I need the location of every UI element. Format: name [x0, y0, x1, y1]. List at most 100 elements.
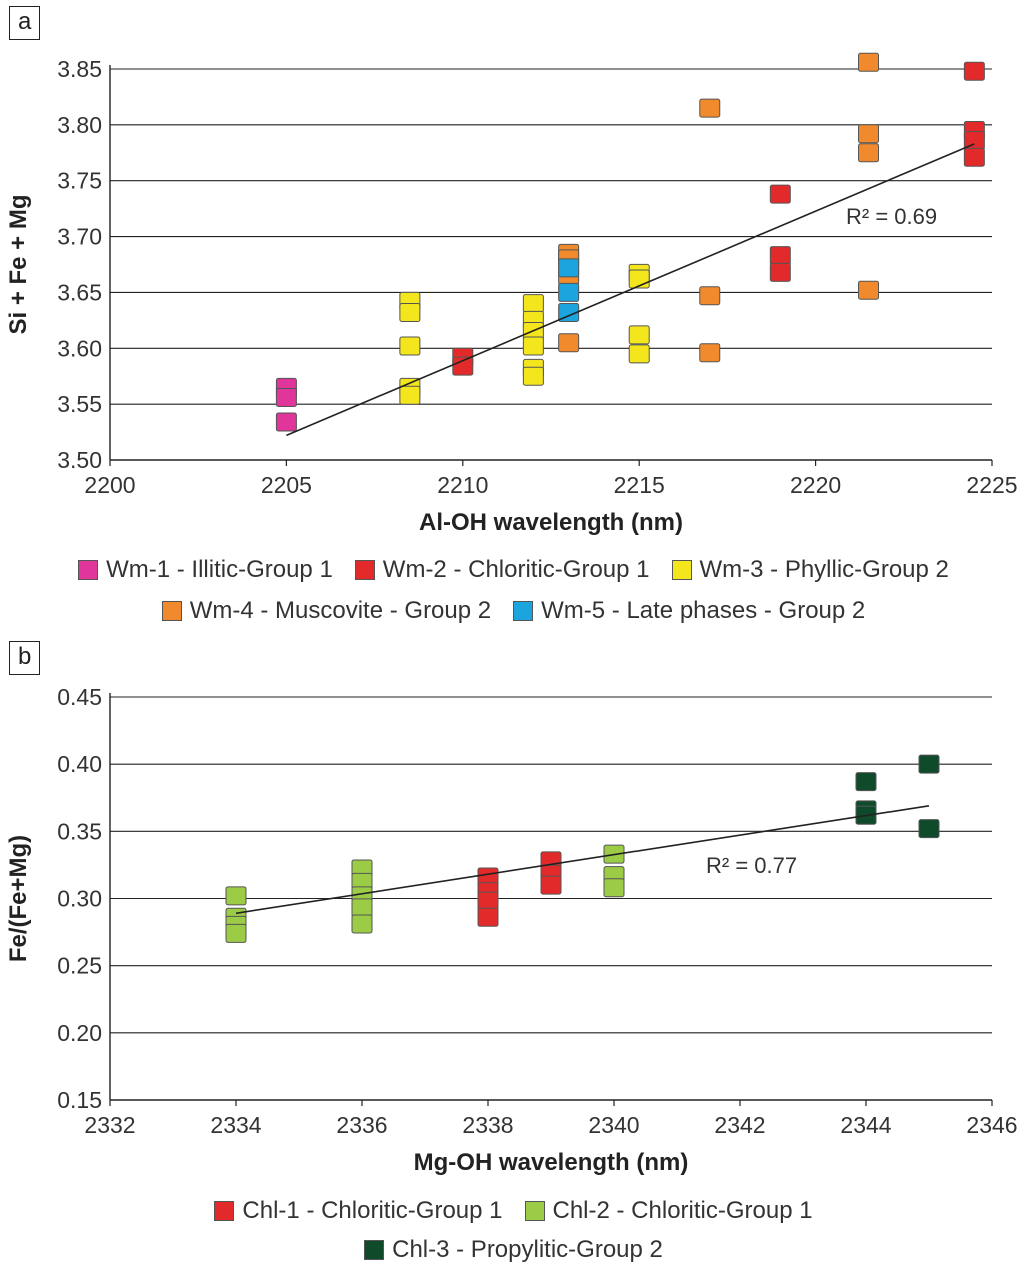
legend-b-row-1: Chl-1 - Chloritic-Group 1 Chl-2 - Chlori… — [0, 1197, 1027, 1225]
point-wm-3-14 — [628, 344, 650, 364]
x-tick-label-5: 2342 — [714, 1112, 765, 1138]
point-wm-2-4 — [769, 262, 791, 282]
point-wm-1-2 — [275, 412, 297, 432]
legend-label-chl1: Chl-1 - Chloritic-Group 1 — [242, 1197, 503, 1224]
x-tick-label-0: 2200 — [84, 472, 135, 498]
y-tick-label-5: 0.40 — [57, 751, 102, 777]
legend-b-item-1: Chl-2 - Chloritic-Group 1 — [524, 1197, 813, 1225]
legend-a-row-2: Wm-4 - Muscovite - Group 2 Wm-5 - Late p… — [0, 597, 1027, 625]
legend-a-item-0: Wm-1 - Illitic-Group 1 — [78, 556, 333, 584]
x-axis-title: Mg-OH wavelength (nm) — [414, 1149, 689, 1176]
point-wm-3-2 — [399, 336, 421, 356]
chart-a: 3.50 3.55 3.60 3.65 3.70 3.75 3.80 3.85 2200 2205… — [5, 52, 1018, 536]
y-tick-label-5: 3.75 — [57, 168, 102, 194]
point-wm-2-8 — [963, 147, 985, 167]
legend-swatch-wm1 — [78, 560, 99, 580]
point-wm-4-10 — [858, 280, 880, 300]
x-tick-label-5: 2225 — [966, 472, 1017, 498]
point-chl-2-11 — [603, 878, 625, 898]
legend-a-row-1: Wm-1 - Illitic-Group 1 Wm-2 - Chloritic-… — [0, 556, 1027, 584]
x-tick-label-6: 2344 — [840, 1112, 891, 1138]
legend-swatch-wm5 — [513, 601, 534, 621]
point-wm-4-9 — [858, 143, 880, 163]
y-axis-title: Si + Fe + Mg — [5, 194, 32, 334]
point-wm-4-6 — [699, 343, 721, 363]
trendline — [235, 805, 930, 915]
legend-label-chl2: Chl-2 - Chloritic-Group 1 — [552, 1197, 813, 1224]
y-axis-title: Fe/(Fe+Mg) — [5, 835, 32, 962]
point-chl-1-6 — [540, 875, 562, 895]
point-wm-4-4 — [699, 98, 721, 118]
point-wm-2-2 — [769, 184, 791, 204]
y-tick-label-0: 0.15 — [57, 1087, 102, 1113]
legend-label-wm2: Wm-2 - Chloritic-Group 1 — [382, 556, 650, 583]
legend-label-wm4: Wm-4 - Muscovite - Group 2 — [189, 597, 492, 624]
r-squared-label: R² = 0.77 — [706, 853, 797, 878]
point-wm-3-4 — [399, 385, 421, 405]
legend-a-item-4: Wm-5 - Late phases - Group 2 — [513, 597, 865, 625]
legend-label-wm1: Wm-1 - Illitic-Group 1 — [106, 556, 333, 583]
point-chl-3-4 — [918, 819, 940, 839]
point-wm-4-7 — [858, 52, 880, 72]
point-chl-2-8 — [351, 914, 373, 934]
point-chl-2-3 — [225, 923, 247, 943]
x-tick-label-2: 2210 — [437, 472, 488, 498]
x-tick-label-0: 2332 — [84, 1112, 135, 1138]
y-tick-label-4: 3.70 — [57, 224, 102, 250]
legend-label-chl3: Chl-3 - Propylitic-Group 2 — [392, 1236, 663, 1263]
legend-label-wm5: Wm-5 - Late phases - Group 2 — [541, 597, 866, 624]
point-chl-3-3 — [918, 754, 940, 774]
trendline — [286, 143, 975, 437]
x-tick-label-4: 2340 — [588, 1112, 639, 1138]
point-wm-2-1 — [452, 356, 474, 376]
point-chl-2-7 — [351, 898, 373, 918]
point-wm-3-10 — [522, 366, 544, 386]
point-chl-1-2 — [477, 891, 499, 911]
y-tick-label-1: 3.55 — [57, 391, 102, 417]
point-wm-5-2 — [558, 303, 580, 323]
point-wm-2-5 — [963, 61, 985, 81]
x-tick-label-4: 2220 — [790, 472, 841, 498]
point-wm-3-1 — [399, 303, 421, 323]
y-tick-label-3: 0.30 — [57, 886, 102, 912]
x-tick-label-3: 2338 — [462, 1112, 513, 1138]
legend-swatch-chl3 — [364, 1240, 385, 1260]
point-chl-3-0 — [855, 772, 877, 792]
y-tick-label-6: 3.80 — [57, 112, 102, 138]
y-tick-label-2: 0.25 — [57, 953, 102, 979]
legend-b-item-2: Chl-3 - Propylitic-Group 2 — [364, 1236, 663, 1264]
legend-swatch-wm4 — [161, 601, 182, 621]
y-tick-label-2: 3.60 — [57, 335, 102, 361]
legend-b-item-0: Chl-1 - Chloritic-Group 1 — [214, 1197, 503, 1225]
point-wm-4-3 — [558, 333, 580, 353]
panel-b-label: b — [9, 641, 41, 675]
y-tick-label-7: 3.85 — [57, 56, 102, 82]
legend-swatch-chl1 — [214, 1201, 235, 1221]
x-axis-title: Al-OH wavelength (nm) — [419, 509, 683, 536]
legend-swatch-wm3 — [671, 560, 692, 580]
legend-a-item-3: Wm-4 - Muscovite - Group 2 — [161, 597, 492, 625]
legend-b-row-2: Chl-3 - Propylitic-Group 2 — [0, 1236, 1027, 1264]
x-tick-label-3: 2215 — [614, 472, 665, 498]
legend-swatch-chl2 — [524, 1201, 545, 1221]
x-tick-label-1: 2205 — [261, 472, 312, 498]
y-tick-label-6: 0.45 — [57, 684, 102, 710]
r-squared-label: R² = 0.69 — [846, 204, 937, 229]
legend-a-item-2: Wm-3 - Phyllic-Group 2 — [671, 556, 949, 584]
point-wm-3-13 — [628, 325, 650, 345]
legend-a-item-1: Wm-2 - Chloritic-Group 1 — [354, 556, 650, 584]
legend-label-wm3: Wm-3 - Phyllic-Group 2 — [699, 556, 949, 583]
y-tick-label-3: 3.65 — [57, 279, 102, 305]
point-chl-1-3 — [477, 907, 499, 927]
x-tick-label-7: 2346 — [966, 1112, 1017, 1138]
point-wm-4-8 — [858, 124, 880, 144]
point-chl-2-0 — [225, 886, 247, 906]
point-wm-5-1 — [558, 282, 580, 302]
legend-swatch-wm2 — [354, 560, 375, 580]
y-tick-label-4: 0.35 — [57, 818, 102, 844]
x-tick-label-2: 2336 — [336, 1112, 387, 1138]
y-tick-label-0: 3.50 — [57, 447, 102, 473]
point-wm-4-5 — [699, 286, 721, 306]
x-tick-label-1: 2334 — [210, 1112, 261, 1138]
